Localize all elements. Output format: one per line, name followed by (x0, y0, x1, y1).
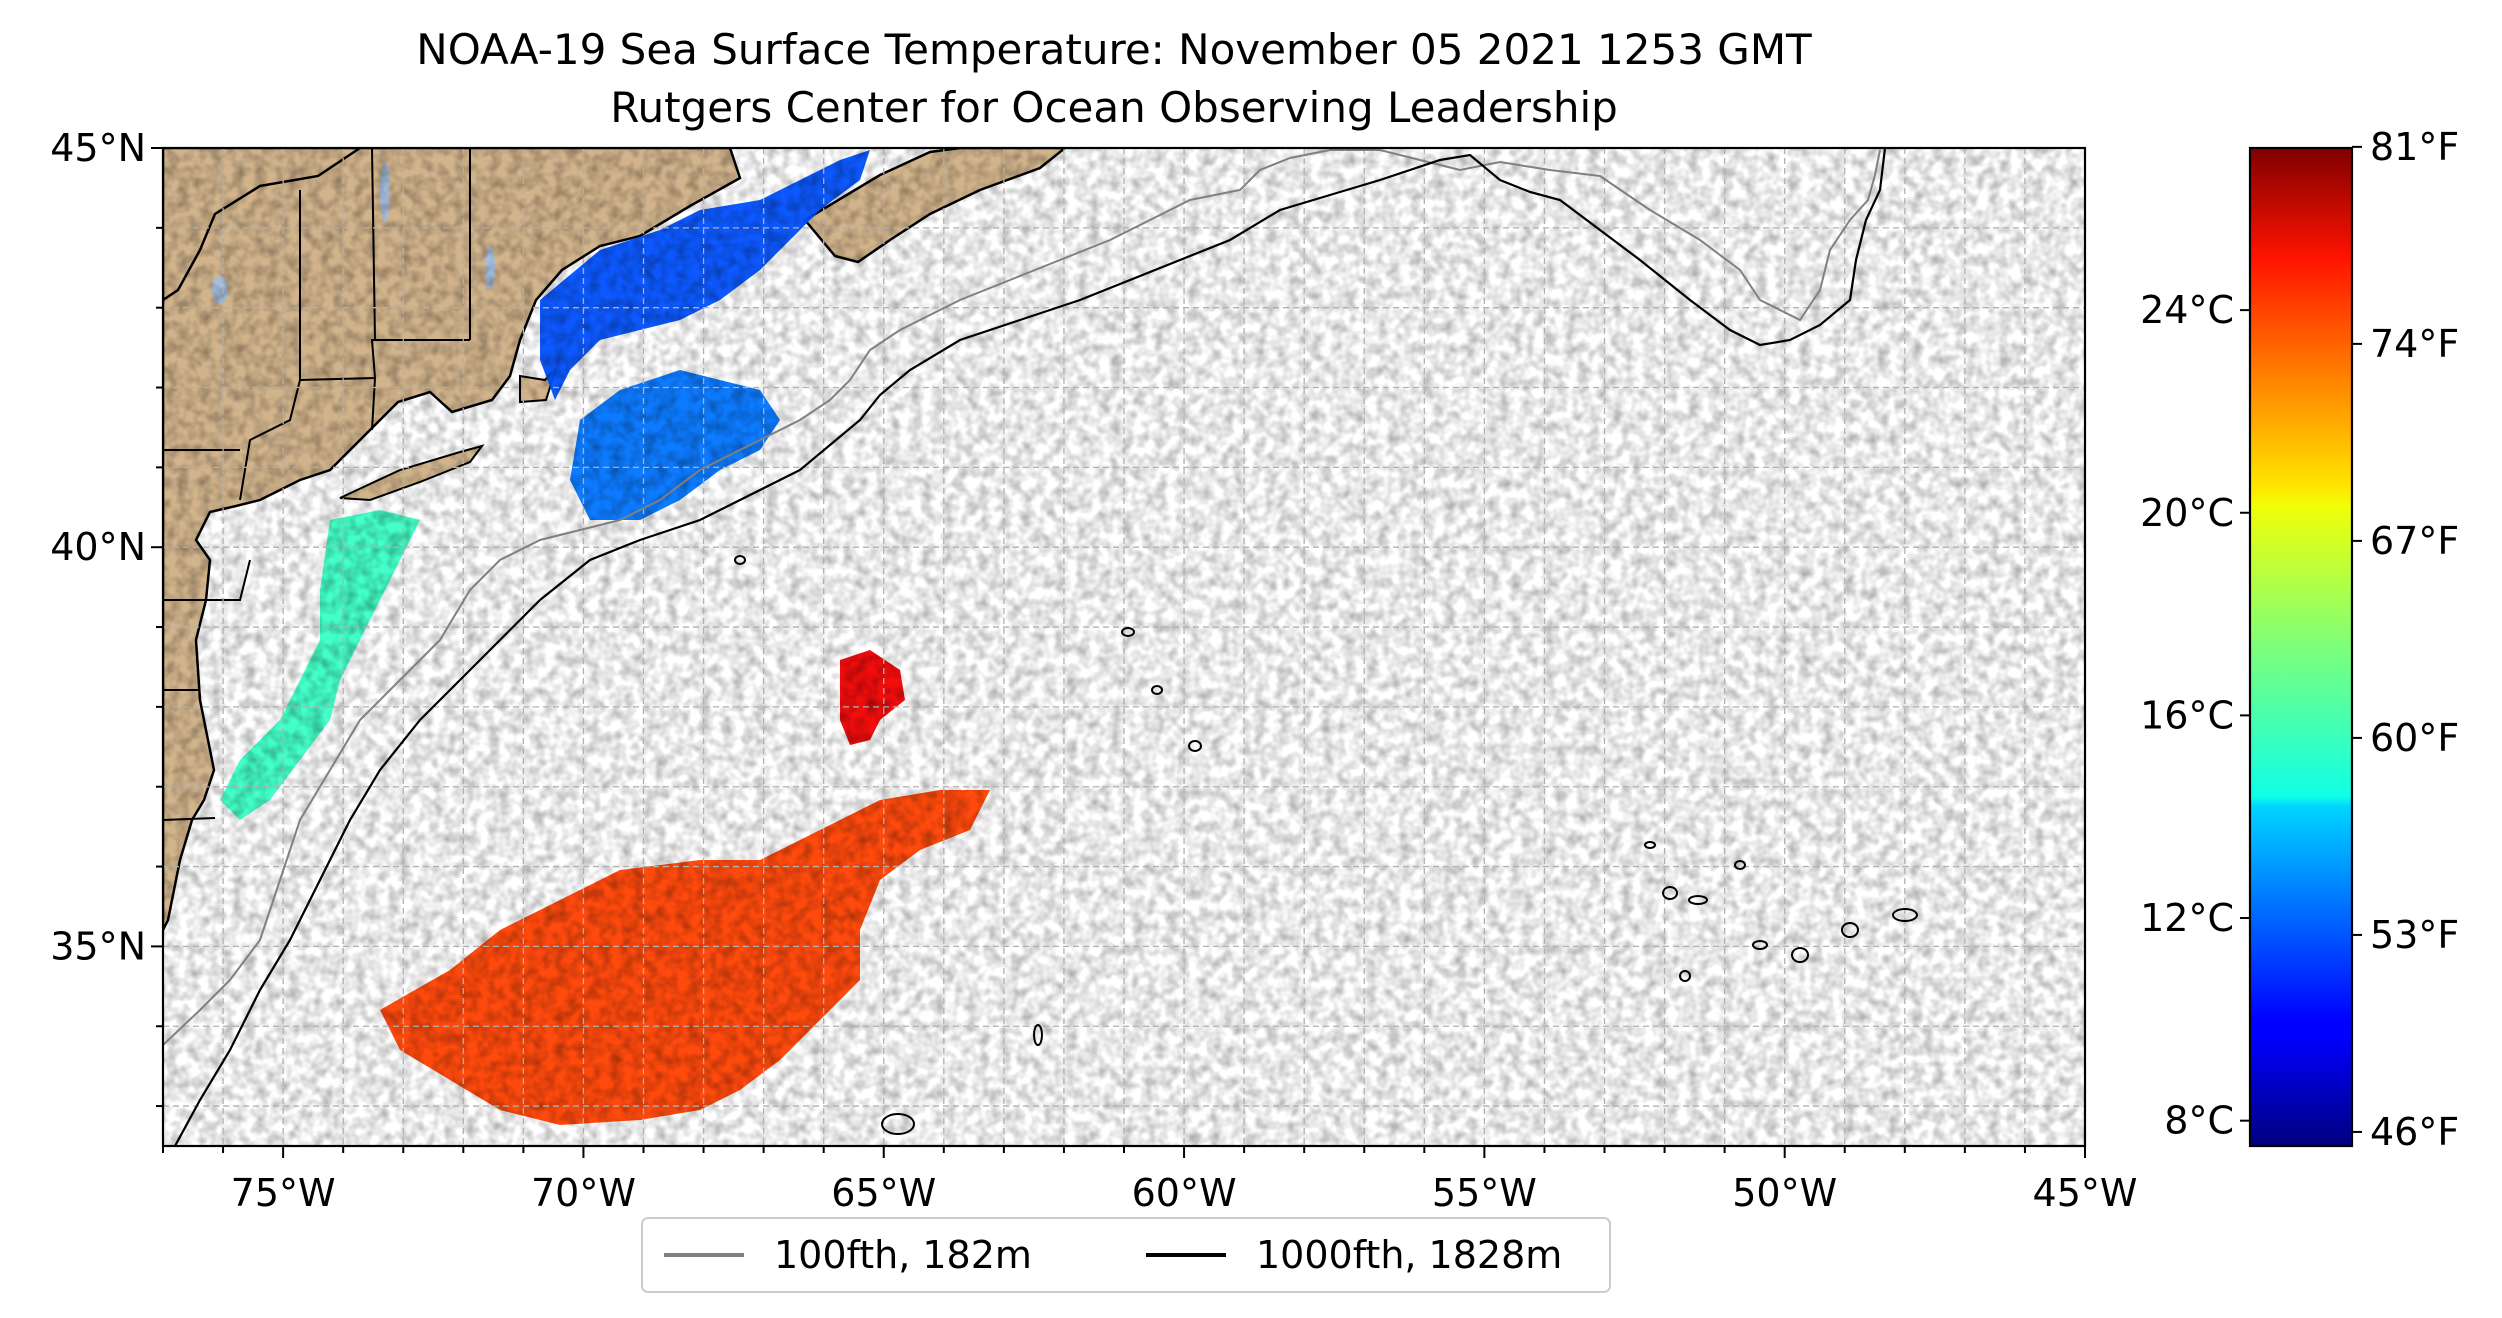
x-tick-label: 60°W (1132, 1171, 1237, 1215)
colorbar-fahrenheit-label: 46°F (2370, 1110, 2459, 1154)
legend-box (641, 1217, 1611, 1293)
colorbar: 8°C 12°C 16°C 20°C 24°C 46°F 53°F 60°F 67°F 74°F… (2140, 125, 2459, 1154)
colorbar-fahrenheit-label: 74°F (2370, 322, 2459, 366)
colorbar-fahrenheit-label: 60°F (2370, 716, 2459, 760)
x-tick-label: 70°W (531, 1171, 636, 1215)
colorbar-fahrenheit-label: 67°F (2370, 519, 2459, 563)
map-area[interactable] (163, 148, 2085, 1146)
x-tick-labels: 75°W 70°W 65°W 60°W 55°W 50°W 45°W (231, 1171, 2138, 1215)
chart-subtitle: Rutgers Center for Ocean Observing Leade… (610, 83, 1618, 132)
colorbar-gradient (2248, 146, 2354, 1148)
colorbar-celsius-label: 24°C (2140, 288, 2234, 332)
colorbar-celsius-label: 12°C (2140, 896, 2234, 940)
colorbar-celsius-ticks: 8°C 12°C 16°C 20°C 24°C (2140, 288, 2250, 1143)
x-tick-label: 45°W (2033, 1171, 2138, 1215)
x-tick-label: 55°W (1432, 1171, 1537, 1215)
legend-label-1000fth: 1000fth, 1828m (1256, 1233, 1562, 1277)
sst-speckle-texture (163, 148, 2085, 1146)
x-tick-label: 65°W (831, 1171, 936, 1215)
y-tick-label: 35°N (50, 924, 146, 968)
legend: 100fth, 182m 1000fth, 1828m (641, 1217, 1611, 1293)
y-tick-label: 45°N (50, 126, 146, 170)
colorbar-fahrenheit-ticks: 46°F 53°F 60°F 67°F 74°F 81°F (2352, 125, 2459, 1154)
colorbar-celsius-label: 8°C (2164, 1099, 2234, 1143)
colorbar-celsius-label: 20°C (2140, 491, 2234, 535)
axis-ticks (151, 147, 2086, 1158)
y-tick-label: 40°N (50, 525, 146, 569)
isobath-1000fth (174, 148, 1887, 1146)
y-tick-labels: 45°N 40°N 35°N (50, 126, 146, 968)
legend-label-100fth: 100fth, 182m (774, 1233, 1032, 1277)
map-gridlines (163, 148, 2085, 1146)
seamounts (734, 555, 1918, 1135)
colorbar-fahrenheit-label: 81°F (2370, 125, 2459, 169)
colorbar-fahrenheit-label: 53°F (2370, 913, 2459, 957)
x-tick-label: 50°W (1732, 1171, 1837, 1215)
colorbar-celsius-label: 16°C (2140, 693, 2234, 737)
isobath-100fth (163, 149, 1881, 1046)
x-tick-label: 75°W (231, 1171, 336, 1215)
chart-title: NOAA-19 Sea Surface Temperature: Novembe… (416, 25, 1812, 74)
